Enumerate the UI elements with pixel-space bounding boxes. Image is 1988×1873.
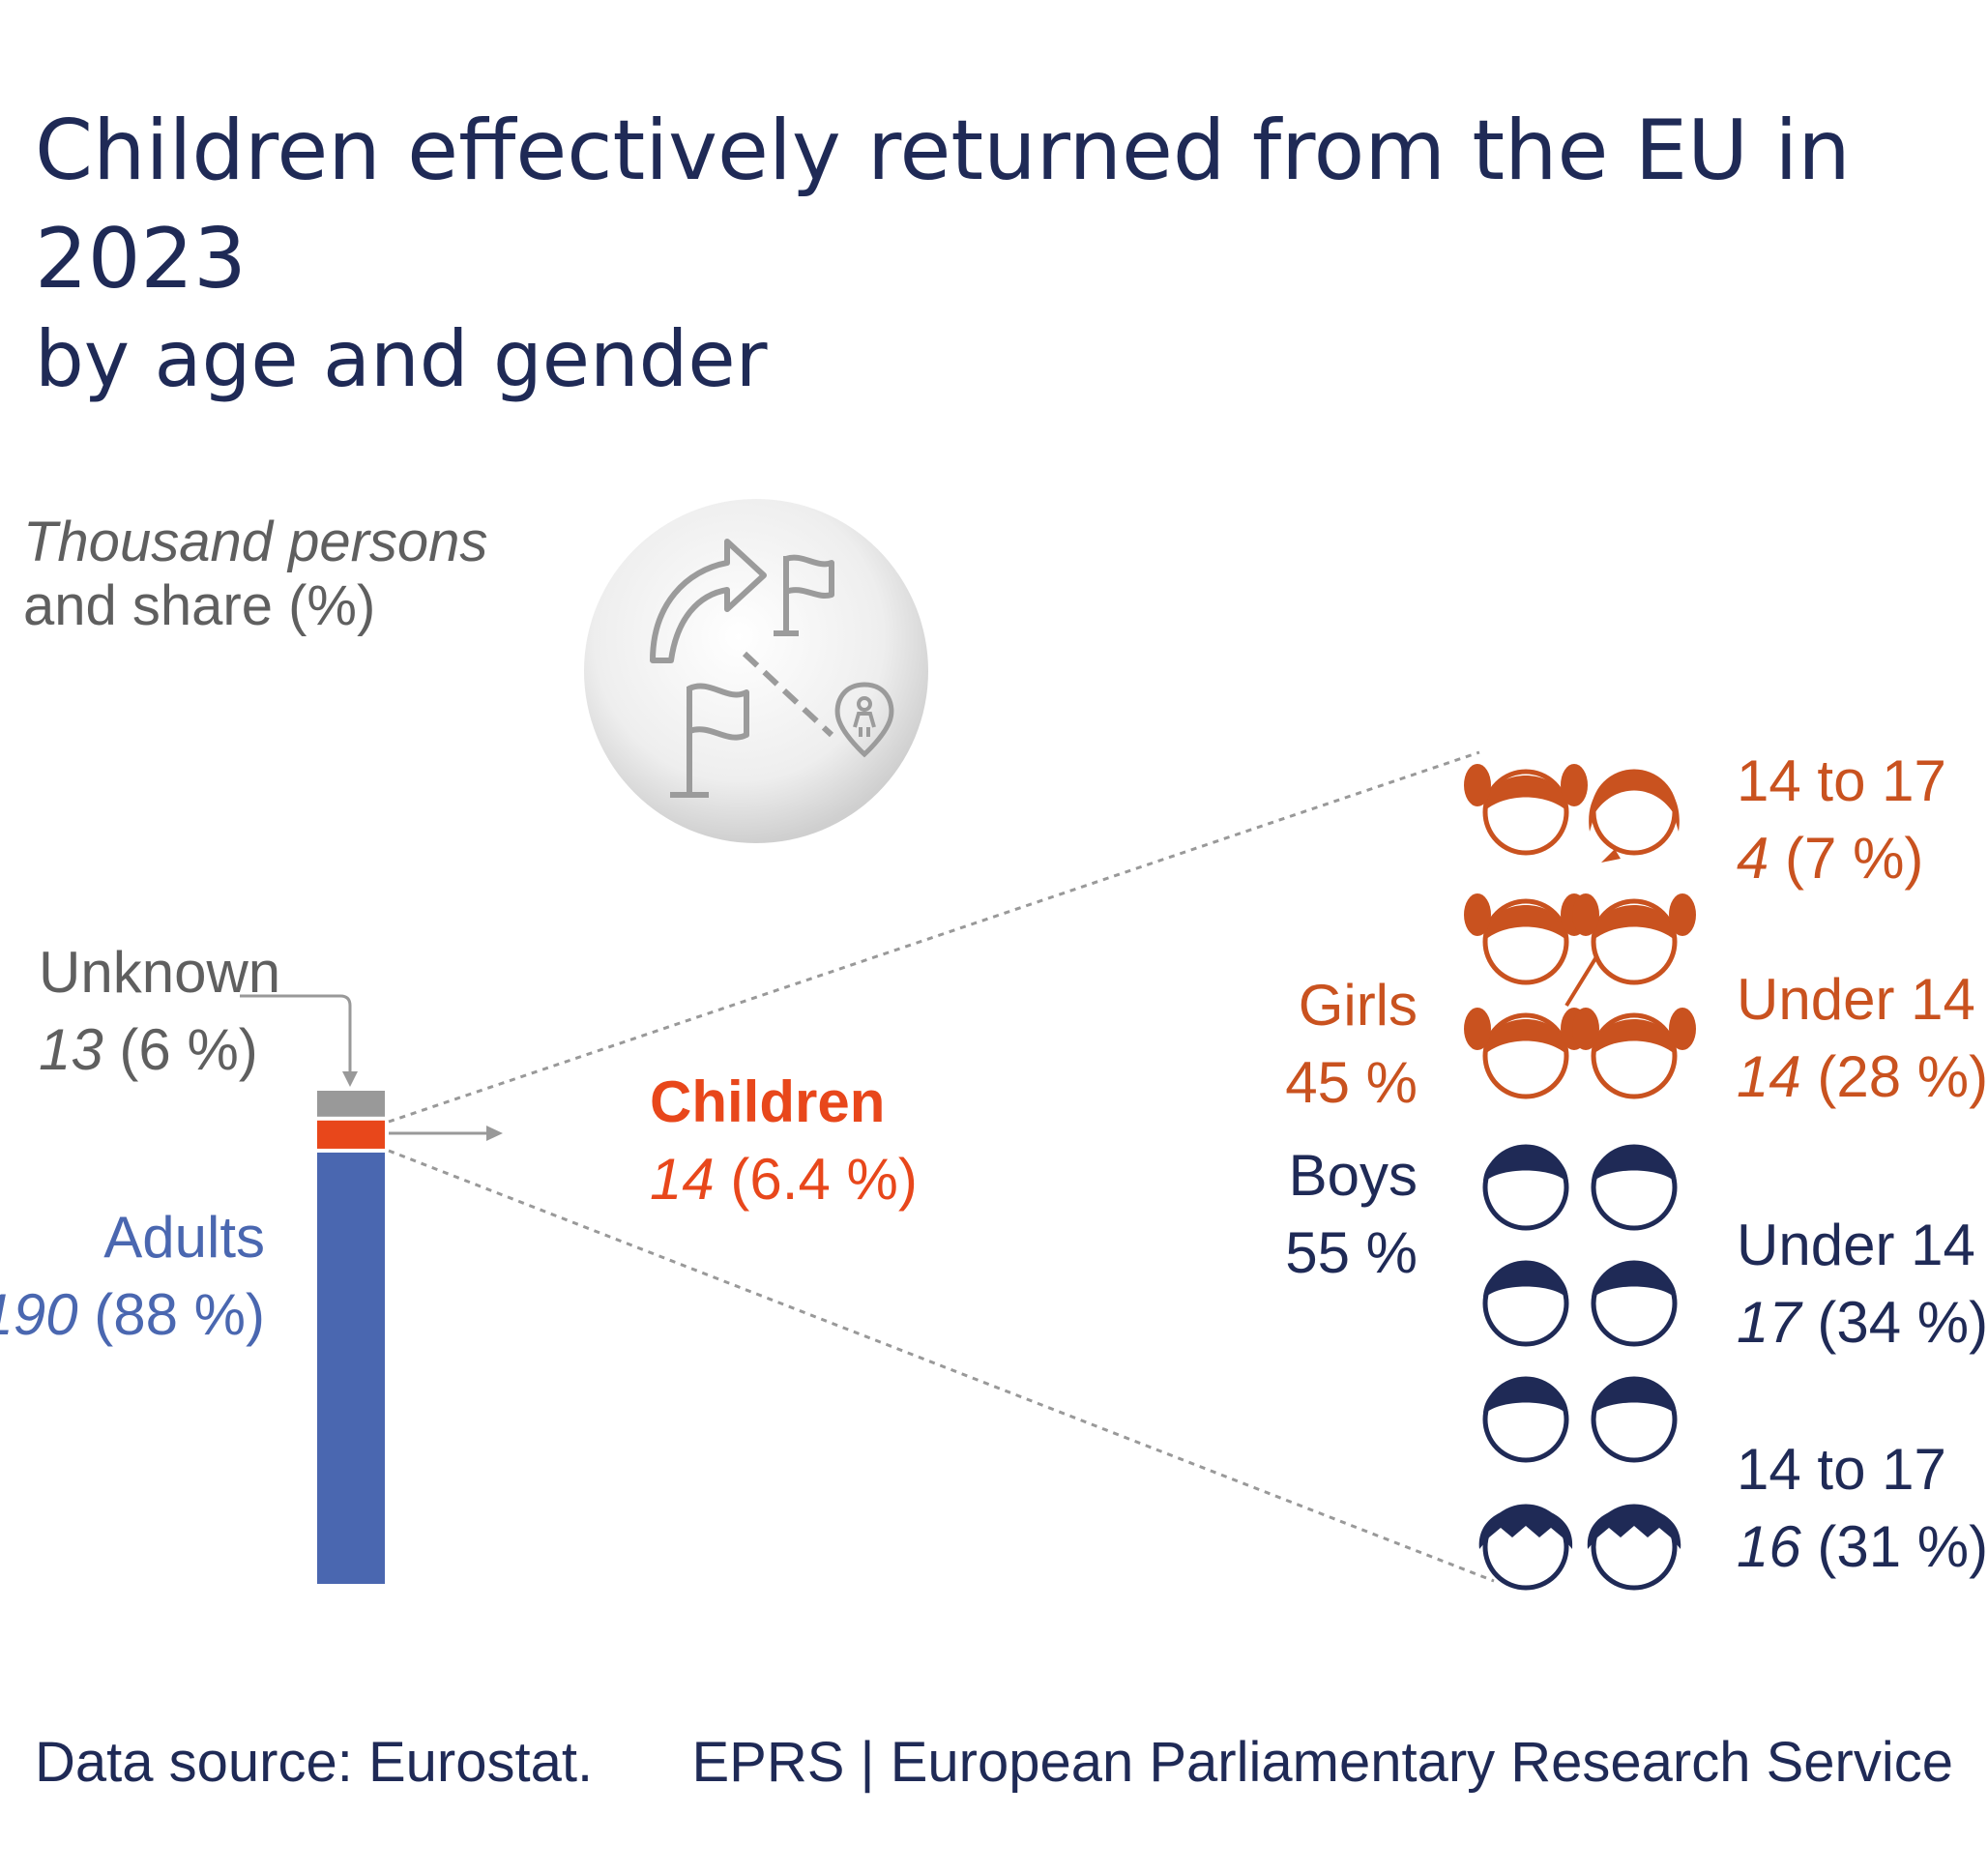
breakdown-age: Under 14 [1737,967,1975,1032]
bar-segment-adults [317,1152,385,1584]
boys-share: 55 % [1285,1220,1418,1285]
units-note: Thousand persons and share (%) [23,511,487,638]
breakdown-value: 17 [1737,1290,1801,1355]
bar-segment-unknown [317,1091,385,1117]
chart-title: Children effectively returned from the E… [35,102,1851,307]
girls-label: Girls 45 % [1285,967,1418,1122]
breakdown-share: (34 %) [1817,1290,1988,1355]
unknown-label: Unknown 13 (6 %) [39,934,280,1089]
girls-connector-line [1564,953,1599,1008]
breakdown-boys-under-14: Under 14 17 (34 %) [1737,1207,1988,1361]
children-share: (6.4 %) [730,1147,918,1212]
breakdown-boys-14-17: 14 to 17 16 (31 %) [1737,1431,1988,1586]
data-source: Data source: Eurostat. [35,1731,594,1794]
girl-face-icon [1464,1008,1588,1099]
unknown-name: Unknown [39,940,281,1005]
breakdown-age: Under 14 [1737,1213,1975,1277]
girl-face-icon [1589,769,1680,863]
children-value: 14 [650,1147,715,1212]
adults-share: (88 %) [94,1282,265,1347]
unknown-share: (6 %) [119,1017,258,1082]
children-label: Children 14 (6.4 %) [650,1064,918,1218]
boy-face-icon [1587,1504,1681,1591]
unknown-value: 13 [39,1017,103,1082]
girl-face-icon [1464,893,1588,985]
breakdown-share: (7 %) [1785,826,1924,891]
adults-label: Adults 190 (88 %) [0,1199,265,1354]
boys-name: Boys [1288,1143,1418,1208]
girl-face-icon [1572,1008,1696,1099]
boy-face-icon [1482,1144,1569,1231]
breakdown-value: 4 [1737,826,1769,891]
return-illustration-icon [584,499,928,843]
adults-value: 190 [0,1282,78,1347]
breakdown-value: 14 [1737,1044,1801,1109]
boy-face-icon [1478,1504,1573,1591]
boy-face-icon [1591,1376,1678,1463]
units-line-2: and share (%) [23,574,376,637]
children-name: Children [650,1069,886,1134]
girl-face-icon [1464,764,1588,856]
children-arrowhead-icon [486,1126,503,1141]
zoom-line-bottom [388,1149,1495,1583]
breakdown-age: 14 to 17 [1737,748,1946,813]
unknown-arrowhead-icon [342,1071,358,1087]
boy-face-icon [1482,1260,1569,1347]
unknown-leader-line [240,994,352,1075]
boys-label: Boys 55 % [1285,1137,1418,1292]
breakdown-value: 16 [1737,1514,1801,1579]
boy-face-icon [1591,1260,1678,1347]
breakdown-share: (28 %) [1817,1044,1988,1109]
chart-subtitle: by age and gender [35,314,768,404]
breakdown-age: 14 to 17 [1737,1437,1946,1502]
boy-face-icon [1482,1376,1569,1463]
boy-face-icon [1591,1144,1678,1231]
breakdown-girls-under-14: Under 14 14 (28 %) [1737,961,1988,1116]
units-line-1: Thousand persons [23,511,488,573]
bar-segment-children [317,1120,385,1149]
breakdown-share: (31 %) [1817,1514,1988,1579]
stacked-bar [317,1091,385,1584]
girls-icons [1464,764,1696,1099]
eprs-credit: EPRS | European Parliamentary Research S… [691,1731,1953,1794]
girls-name: Girls [1298,973,1418,1038]
girls-share: 45 % [1285,1050,1418,1115]
breakdown-girls-14-17: 14 to 17 4 (7 %) [1737,743,1946,897]
girl-face-icon [1572,893,1696,985]
boys-icons [1478,1144,1681,1591]
adults-name: Adults [103,1205,265,1270]
